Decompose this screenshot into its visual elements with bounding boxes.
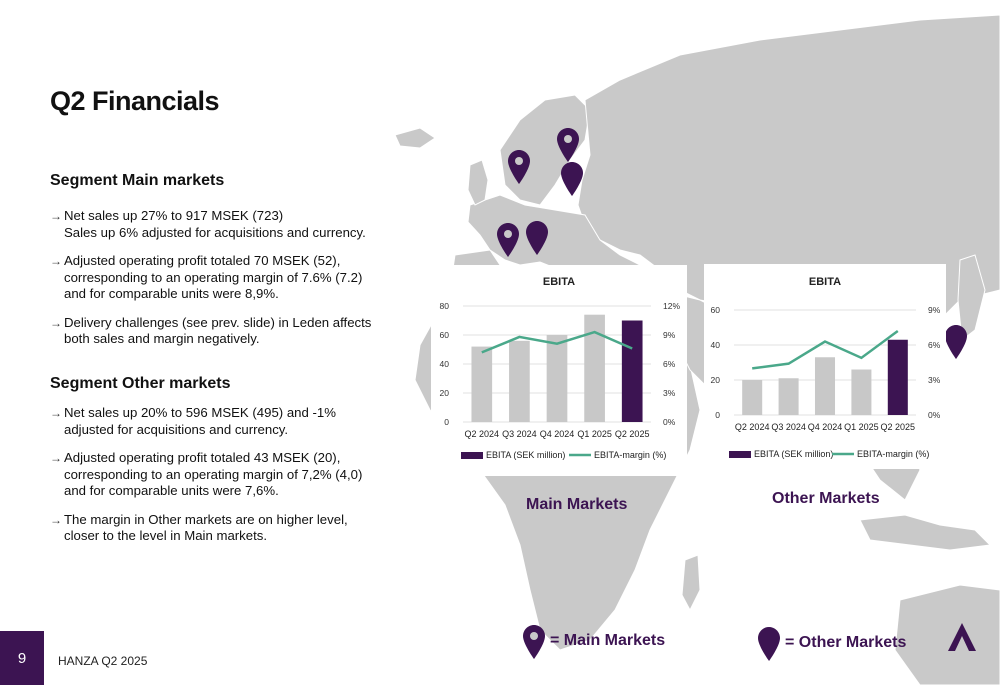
bar	[584, 314, 605, 422]
y2-tick-label: 0%	[928, 410, 941, 420]
bar	[887, 339, 908, 415]
segment-main-bullets: → Net sales up 27% to 917 MSEK (723) Sale…	[50, 208, 380, 360]
bullet-item: → Adjusted operating profit totaled 43 MS…	[50, 450, 380, 500]
legend-main-markets: = Main Markets	[550, 632, 666, 649]
y-tick-label: 40	[711, 340, 721, 350]
bullet-text: Net sales up 20% to 596 MSEK (495) and -…	[64, 405, 336, 437]
x-tick-label: Q2 2025	[615, 429, 650, 439]
x-tick-label: Q1 2025	[844, 422, 879, 432]
bar	[621, 320, 643, 422]
other-markets-pin-icon	[758, 627, 780, 661]
legend-bar-swatch	[461, 452, 483, 459]
segment-other-heading: Segment Other markets	[50, 375, 231, 392]
bullet-text: Delivery challenges (see prev. slide) in…	[64, 314, 372, 347]
footer-text: HANZA Q2 2025	[58, 654, 148, 668]
x-tick-label: Q1 2025	[577, 429, 612, 439]
y-tick-label: 40	[440, 359, 450, 369]
arrow-icon: →	[50, 254, 62, 268]
map-japan	[957, 254, 986, 341]
legend-label: EBITA (SEK million)	[754, 449, 833, 459]
bullet-item: → Net sales up 27% to 917 MSEK (723) Sale…	[50, 208, 380, 241]
y2-tick-label: 6%	[663, 359, 676, 369]
bar	[509, 340, 530, 422]
legend-bar-swatch	[729, 451, 751, 458]
map-uk	[467, 159, 489, 206]
hanza-logo-icon	[948, 623, 976, 651]
location-pin-icon	[508, 150, 530, 184]
bar	[546, 335, 568, 422]
x-tick-label: Q4 2024	[808, 422, 843, 432]
region-label-other: Other Markets	[772, 490, 880, 507]
y-tick-label: 0	[444, 417, 449, 427]
region-label-main: Main Markets	[526, 496, 628, 513]
segment-main-heading: Segment Main markets	[50, 172, 225, 189]
y2-tick-label: 3%	[928, 375, 941, 385]
arrow-icon: →	[50, 406, 62, 420]
map-indonesia	[859, 514, 992, 551]
ebita-chart-other: EBITA 0 20 40 60 0% 3% 6% 9% Q2 2024 Q3 2024 Q4 202…	[711, 276, 941, 459]
legend-label: EBITA (SEK million)	[486, 450, 565, 460]
y-tick-label: 0	[715, 410, 720, 420]
legend-label: EBITA-margin (%)	[857, 449, 929, 459]
bullet-item: → Adjusted operating profit totaled 70 MS…	[50, 253, 380, 303]
y2-tick-label: 3%	[663, 388, 676, 398]
arrow-icon: →	[50, 512, 62, 527]
y-tick-label: 60	[440, 330, 450, 340]
page-title: Q2 Financials	[50, 86, 220, 116]
y-tick-label: 20	[711, 375, 721, 385]
y2-tick-label: 6%	[928, 340, 941, 350]
arrow-icon: →	[50, 315, 62, 330]
bar	[851, 369, 872, 415]
y-tick-label: 20	[440, 388, 450, 398]
segment-other-bullets: → Net sales up 20% to 596 MSEK (495) and …	[50, 405, 380, 557]
bar	[814, 357, 836, 415]
y2-tick-label: 0%	[663, 417, 676, 427]
legend-other-markets: = Other Markets	[785, 634, 907, 651]
x-tick-label: Q2 2025	[881, 422, 916, 432]
y-tick-label: 60	[711, 305, 721, 315]
map-iceland	[394, 127, 436, 149]
bullet-text: Net sales up 27% to 917 MSEK (723) Sales…	[64, 208, 366, 240]
map-australia	[894, 584, 1000, 685]
bullet-item: → Net sales up 20% to 596 MSEK (495) and …	[50, 405, 380, 438]
y2-tick-label: 9%	[928, 305, 941, 315]
main-markets-pin-icon	[523, 625, 545, 659]
y-tick-label: 80	[440, 301, 450, 311]
legend-label: EBITA-margin (%)	[594, 450, 666, 460]
bullet-text: Adjusted operating profit totaled 70 MSE…	[64, 253, 363, 301]
bullet-text: The margin in Other markets are on highe…	[64, 511, 348, 544]
bullet-text: Adjusted operating profit totaled 43 MSE…	[64, 450, 363, 498]
bar	[778, 378, 799, 415]
y2-tick-label: 9%	[663, 330, 676, 340]
arrow-icon: →	[50, 209, 62, 223]
arrow-icon: →	[50, 451, 62, 465]
x-tick-label: Q3 2024	[502, 429, 537, 439]
location-pin-icon	[561, 162, 583, 196]
bullet-item: → Delivery challenges (see prev. slide) i…	[50, 315, 380, 348]
chart-card-main: EBITA 0 20 40 60 80 0% 3% 6% 9% 12% Q2 2024 Q3 2024 Q…	[431, 265, 687, 476]
location-pin-icon	[526, 221, 548, 255]
location-pin-icon	[945, 325, 967, 359]
x-tick-label: Q2 2024	[465, 429, 500, 439]
x-tick-label: Q3 2024	[771, 422, 806, 432]
bullet-item: → The margin in Other markets are on high…	[50, 512, 380, 545]
margin-line	[481, 330, 633, 354]
bar	[471, 346, 493, 422]
chart-card-other: EBITA 0 20 40 60 0% 3% 6% 9% Q2 2024 Q3 2024 Q4 202…	[704, 264, 946, 469]
chart-title: EBITA	[809, 276, 841, 288]
bar	[742, 380, 763, 415]
y2-tick-label: 12%	[663, 301, 680, 311]
margin-line	[752, 329, 899, 370]
location-pin-icon	[497, 223, 519, 257]
location-pin-icon	[557, 128, 579, 162]
x-tick-label: Q4 2024	[540, 429, 575, 439]
x-tick-label: Q2 2024	[735, 422, 770, 432]
chart-title: EBITA	[543, 276, 575, 288]
page-number: 9	[0, 631, 44, 685]
map-madagascar	[681, 554, 701, 612]
